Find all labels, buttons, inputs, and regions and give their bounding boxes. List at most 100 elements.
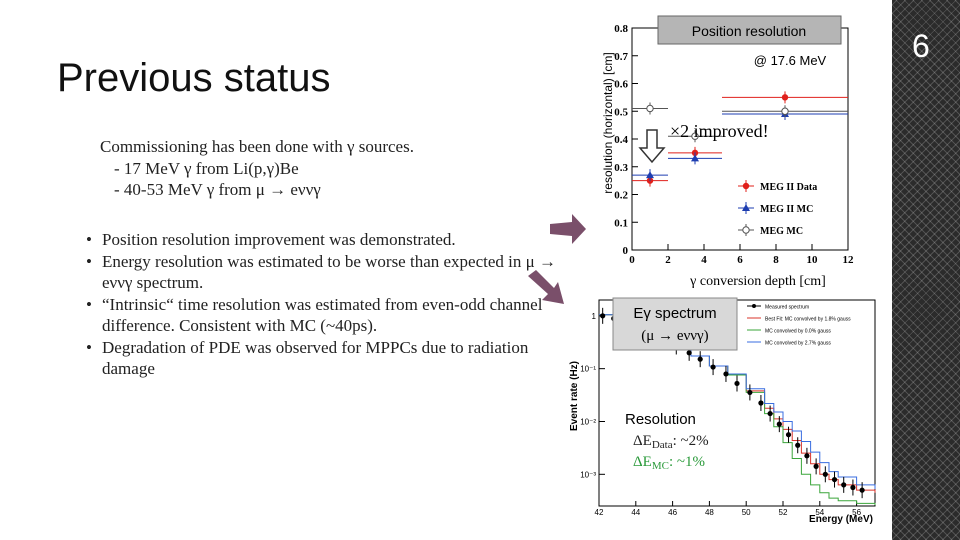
chart2-data-point — [785, 432, 792, 438]
chart1-legend-label: MEG II MC — [760, 204, 813, 215]
bullet-list: • Position resolution improvement was dem… — [86, 229, 556, 380]
chart2-data-point — [723, 371, 729, 377]
commissioning-line: - 40-53 MeV γ from μ → eννγ — [114, 180, 321, 199]
bullet-text: Position resolution improvement was demo… — [102, 230, 456, 249]
resolution-box: Resolution ΔEData: ~2% ΔEMC: ~1% — [625, 411, 709, 472]
chart1-data-point — [781, 94, 789, 101]
chart2-x-tick-label: 42 — [595, 508, 604, 517]
commissioning-text: Commissioning has been done with γ sourc… — [100, 136, 414, 201]
chart2-data-point — [841, 482, 847, 488]
arrow-icon-bottom — [528, 270, 564, 304]
chart2-data-point — [734, 380, 740, 387]
chart1-meg-mc-point — [691, 132, 699, 140]
chart1-y-tick-label: 0.5 — [614, 106, 628, 118]
chart1-y-tick-label: 0 — [623, 245, 629, 257]
improvement-label: ×2 improved! — [670, 121, 769, 141]
chart1-x-tick-label: 10 — [807, 254, 819, 266]
bullet-item: • “Intrinsic“ time resolution was estimat… — [86, 294, 556, 337]
chart2-ylabel: Event rate (Hz) — [569, 361, 580, 431]
chart2-x-tick-label: 44 — [631, 508, 640, 517]
chart2-data-point — [747, 389, 753, 396]
side-strip — [892, 0, 960, 540]
chart1-xlabel: γ conversion depth [cm] — [689, 274, 826, 289]
chart1-subtitle: @ 17.6 MeV — [754, 53, 827, 68]
chart2-y-tick-label: 1 — [592, 312, 597, 321]
bullet-dot: • — [86, 251, 92, 271]
chart2-data-point — [850, 484, 856, 491]
chart1-legend: MEG II Data MEG II MC MEG MC — [738, 180, 817, 237]
chart2-data-point — [600, 313, 606, 319]
chart2-xlabel: Energy (MeV) — [809, 514, 873, 525]
chart2-legend-label: MC convolved by 2.7% gauss — [765, 341, 831, 347]
chart1-y-tick-label: 0.6 — [614, 79, 628, 91]
chart2-title-box — [612, 297, 738, 351]
chart2-y-tick-label: 10⁻³ — [580, 470, 596, 479]
chart1-meg-mc-point — [781, 107, 789, 115]
chart2-data-point — [697, 356, 703, 362]
chart1-meg-mc-point — [646, 104, 654, 113]
chart1-mc-point — [646, 171, 654, 179]
chart1-legend-marker — [742, 182, 750, 190]
bullet-text: “Intrinsic“ time resolution was estimate… — [102, 294, 543, 336]
chart1-mc-point — [691, 154, 699, 162]
bullet-dot: • — [86, 230, 92, 249]
chart2-legend-label: Best Fit: MC convolved by 1.8% gauss — [765, 317, 851, 323]
commissioning-line: - 17 MeV γ from Li(p,γ)Be — [114, 158, 299, 178]
chart2-x-tick-label: 50 — [742, 508, 751, 517]
bullet-item: • Degradation of PDE was observed for MPP… — [86, 337, 556, 380]
arrow-icon-top — [550, 214, 586, 244]
down-arrow-icon — [638, 129, 666, 164]
chart1-y-tick-label: 0.2 — [614, 190, 628, 202]
chart1-x-tick-label: 6 — [737, 254, 743, 266]
chart2-legend-label: MC convolved by 0.0% gauss — [765, 329, 831, 335]
chart1-x-tick-label: 12 — [843, 254, 855, 266]
chart2-data-point — [710, 364, 716, 370]
chart2-x-tick-label: 56 — [852, 508, 861, 517]
chart1-y-tick-label: 0.7 — [614, 51, 628, 63]
position-resolution-chart: resolution (horizontal) [cm] 0 2 4 6 8 10 12 0 0… — [601, 15, 855, 289]
chart2-legend-marker — [752, 304, 756, 308]
improvement-annotation: ×2 improved! — [638, 121, 769, 164]
chart1-x-tick-label: 8 — [773, 254, 779, 266]
chart1-y-tick-label: 0.4 — [614, 134, 628, 146]
chart2-data-point — [686, 350, 692, 356]
resolution-mc: ΔEMC: ~1% — [633, 454, 705, 472]
chart1-x-tick-label: 4 — [701, 254, 707, 266]
chart2-x-tick-label: 52 — [779, 508, 788, 517]
chart1-y-tick-label: 0.3 — [614, 162, 628, 174]
chart2-data-point — [795, 442, 801, 448]
chart2-x-tick-label: 48 — [705, 508, 714, 517]
chart1-legend-label: MEG II Data — [760, 182, 817, 193]
resolution-heading: Resolution — [625, 411, 696, 428]
chart1-ylabel: resolution (horizontal) [cm] — [601, 52, 615, 193]
chart1-y-tick-label: 0.1 — [614, 217, 628, 229]
chart1-x-tick-label: 2 — [665, 254, 671, 266]
chart2-x-tick-label: 54 — [815, 508, 824, 517]
bullet-dot: • — [86, 294, 92, 314]
bullet-dot: • — [86, 337, 92, 357]
chart2-y-tick-label: 10⁻² — [580, 417, 596, 426]
page-number: 6 — [912, 28, 930, 64]
chart2-subtitle: (μ → eννγ) — [641, 328, 708, 344]
chart1-x-tick-label: 0 — [629, 254, 635, 266]
chart2-legend-label: Measured spectrum — [765, 305, 809, 311]
chart2-data-point — [804, 453, 810, 459]
chart1-y-tick-label: 0.8 — [614, 23, 628, 35]
chart2-data-point — [822, 471, 828, 477]
bullet-text: Degradation of PDE was observed for MPPC… — [102, 337, 529, 379]
bullet-item: • Energy resolution was estimated to be w… — [86, 251, 556, 294]
chart1-title: Position resolution — [692, 23, 806, 39]
chart2-legend: Measured spectrum Best Fit: MC convolved … — [747, 304, 851, 347]
chart2-data-point — [758, 400, 764, 406]
chart2-data-point — [859, 487, 865, 493]
chart1-legend-label: MEG MC — [760, 226, 803, 237]
commissioning-line: Commissioning has been done with γ sourc… — [100, 137, 414, 156]
chart2-x-tick-label: 46 — [668, 508, 677, 517]
resolution-data: ΔEData: ~2% — [633, 433, 709, 451]
chart2-data-point — [767, 410, 773, 417]
energy-spectrum-chart: Event rate (Hz) 42 44 46 48 50 52 54 56 1 10⁻¹ 10⁻… — [569, 297, 876, 525]
bullet-item: • Position resolution improvement was dem… — [86, 229, 556, 251]
bullet-text: Energy resolution was estimated to be wo… — [102, 251, 556, 293]
chart2-data-point — [776, 421, 782, 427]
chart1-legend-marker — [742, 204, 750, 211]
